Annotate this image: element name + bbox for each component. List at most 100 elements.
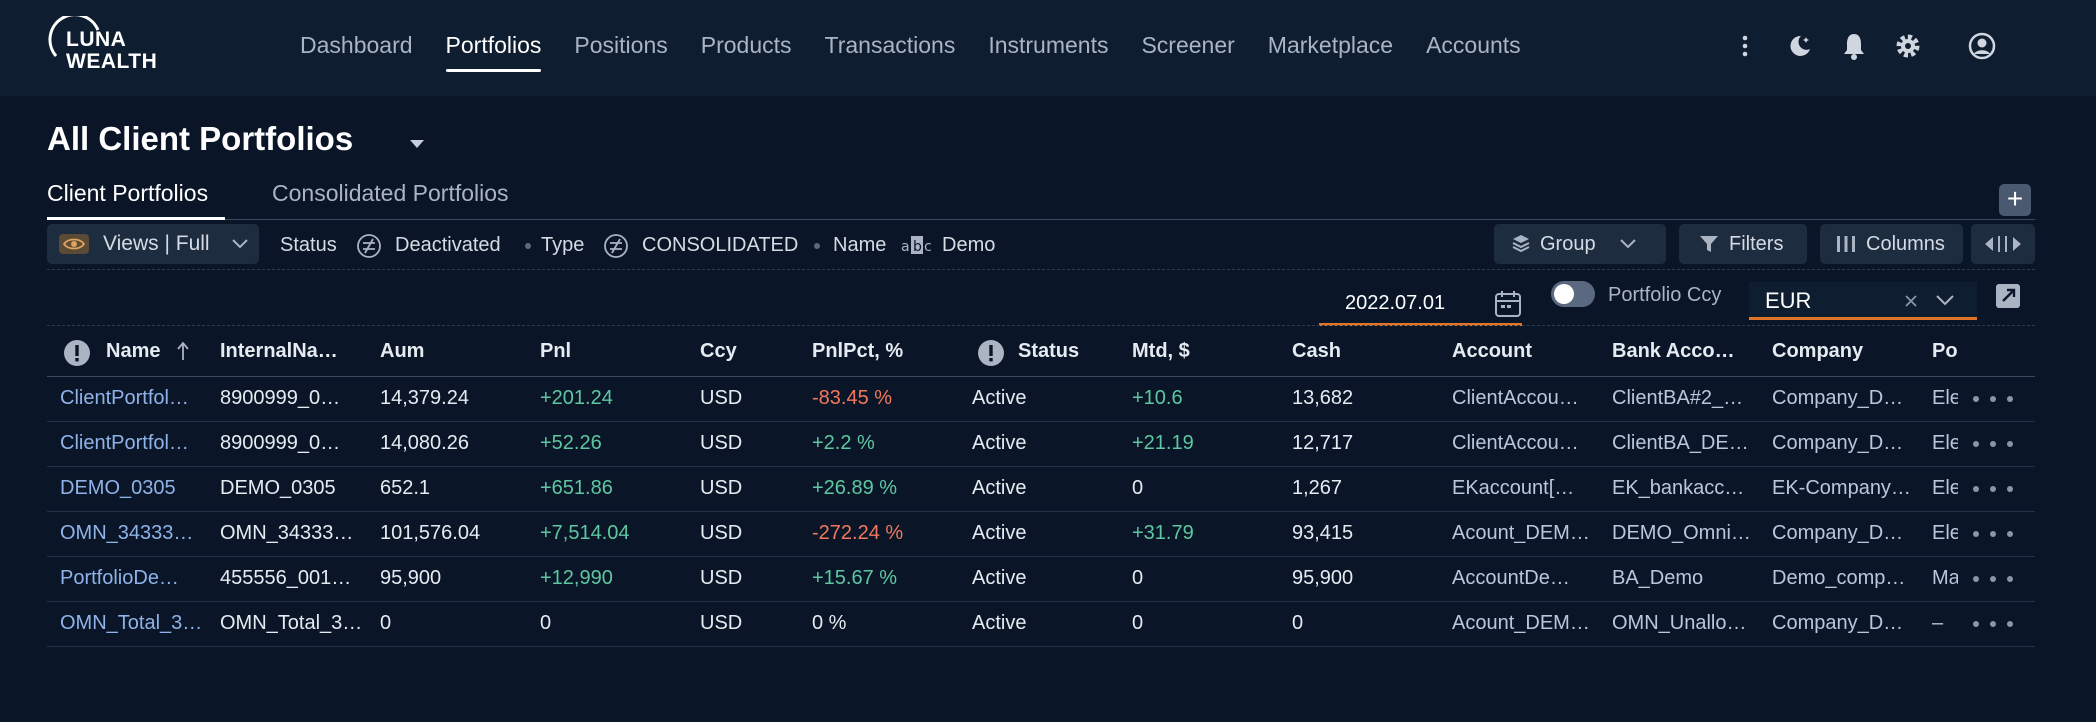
cell-company[interactable]: Demo_comp… [1772,567,1906,589]
cell-bank-account[interactable]: EK_bankacc… [1612,477,1745,499]
row-actions-icon[interactable] [1973,569,2013,589]
calendar-icon[interactable] [1494,290,1522,318]
col-mtd[interactable]: Mtd, $ [1132,340,1190,362]
filter-type-value[interactable]: CONSOLIDATED [642,234,799,256]
cell-company[interactable]: Company_D… [1772,387,1904,409]
bell-icon[interactable] [1834,26,1874,66]
cell-account[interactable]: Acount_DEM… [1452,612,1590,634]
title-dropdown-caret-icon[interactable] [410,140,424,148]
table-row[interactable]: ClientPortfol… 8900999_0… 14,379.24 +201… [47,377,2035,422]
group-dropdown[interactable]: Group [1494,224,1666,264]
export-icon[interactable] [1994,280,2024,312]
nav-screener[interactable]: Screener [1141,32,1235,58]
col-cash[interactable]: Cash [1292,340,1341,362]
views-dropdown[interactable]: Views | Full [47,224,259,264]
cell-account[interactable]: EKaccount[… [1452,477,1575,499]
nav-instruments[interactable]: Instruments [988,32,1109,58]
not-equal-icon[interactable] [356,233,382,259]
cell-pnl-pct: 0 % [812,612,847,634]
moon-star-icon[interactable] [1780,26,1820,66]
col-name[interactable]: Name [106,340,161,362]
table-row[interactable]: OMN_Total_3… OMN_Total_3… 0 0 USD 0 % Ac… [47,602,2035,647]
col-bank-account[interactable]: Bank Acco… [1612,340,1735,362]
col-company[interactable]: Company [1772,340,1864,362]
not-equal-icon[interactable] [603,233,629,259]
cell-company[interactable]: Company_D… [1772,612,1904,634]
cell-status: Active [972,387,1027,409]
group-label: Group [1540,232,1596,255]
toggle-knob [1554,284,1574,304]
nav-transactions[interactable]: Transactions [824,32,956,58]
cell-bank-account[interactable]: ClientBA#2_… [1612,387,1744,409]
col-internal-name[interactable]: InternalNa… [220,340,338,362]
nav-products[interactable]: Products [700,32,792,58]
filters-button[interactable]: Filters [1679,224,1807,264]
page-title: All Client Portfolios [47,120,354,157]
currency-select[interactable]: EUR [1749,282,1977,320]
row-actions-icon[interactable] [1973,434,2013,454]
tab-consolidated-portfolios[interactable]: Consolidated Portfolios [272,180,509,206]
filter-name-value[interactable]: Demo [942,234,996,256]
columns-button[interactable]: Columns [1820,224,1963,264]
cell-bank-account[interactable]: OMN_Unallo… [1612,612,1747,634]
filter-type-label: Type [541,234,585,256]
table-row[interactable]: ClientPortfol… 8900999_0… 14,080.26 +52.… [47,422,2035,467]
cell-bank-account[interactable]: ClientBA_DE… [1612,432,1749,454]
cell-bank-account[interactable]: DEMO_Omni… [1612,522,1751,544]
col-ccy[interactable]: Ccy [700,340,737,362]
tab-client-portfolios[interactable]: Client Portfolios [47,180,209,206]
cell-name[interactable]: OMN_34333… [60,522,194,544]
col-account[interactable]: Account [1452,340,1532,362]
cell-company[interactable]: Company_D… [1772,522,1904,544]
row-actions-icon[interactable] [1973,524,2013,544]
table-row[interactable]: PortfolioDe… 455556_001… 95,900 +12,990 … [47,557,2035,602]
sort-ascending-icon[interactable] [177,341,189,361]
nav-dashboard[interactable]: Dashboard [300,32,413,58]
nav-marketplace[interactable]: Marketplace [1267,32,1394,58]
col-pnl-pct[interactable]: PnlPct, % [812,340,904,362]
filter-status-value[interactable]: Deactivated [395,234,501,256]
row-actions-icon[interactable] [1973,479,2013,499]
clear-icon[interactable] [1904,294,1918,308]
cell-name[interactable]: OMN_Total_3… [60,612,200,634]
cell-bank-account[interactable]: BA_Demo [1612,567,1704,589]
row-actions-icon[interactable] [1973,614,2013,634]
cell-pnl: +52.26 [540,432,602,454]
portfolio-ccy-toggle[interactable] [1551,281,1595,307]
user-avatar-icon[interactable] [1962,26,2002,66]
row-actions-icon[interactable] [1973,389,2013,409]
col-pnl[interactable]: Pnl [540,340,572,362]
nav-accounts[interactable]: Accounts [1426,32,1521,58]
nav-portfolios[interactable]: Portfolios [445,0,541,96]
cell-name[interactable]: DEMO_0305 [60,477,176,499]
cell-pnl: +201.24 [540,387,613,409]
cell-pnl-pct: +15.67 % [812,567,898,589]
cell-name[interactable]: ClientPortfol… [60,432,189,454]
cell-internal-name: OMN_Total_3… [220,612,360,634]
cell-name[interactable]: PortfolioDe… [60,567,179,589]
cell-aum: 0 [380,612,392,634]
cell-company[interactable]: EK-Company… [1772,477,1911,499]
cell-status: Active [972,432,1027,454]
more-vertical-icon[interactable] [1725,26,1765,66]
table-row[interactable]: OMN_34333… OMN_34333… 101,576.04 +7,514.… [47,512,2035,557]
luna-wealth-logo[interactable]: LUNA WEALTH [46,16,176,78]
gear-icon[interactable] [1888,26,1928,66]
cell-company[interactable]: Company_D… [1772,432,1904,454]
nav-positions[interactable]: Positions [574,32,668,58]
scroll-columns-button[interactable] [1971,224,2035,264]
chevron-down-icon[interactable] [1936,295,1954,307]
cell-account[interactable]: Acount_DEM… [1452,522,1590,544]
col-po[interactable]: Po [1932,340,1958,362]
table-row[interactable]: DEMO_0305 DEMO_0305 652.1 +651.86 USD +2… [47,467,2035,512]
report-date-picker[interactable]: 2022.07.01 [1319,282,1522,326]
col-status[interactable]: Status [1018,340,1080,362]
cell-name[interactable]: ClientPortfol… [60,387,189,409]
add-button[interactable]: + [1999,184,2031,216]
cell-account[interactable]: ClientAccou… [1452,432,1579,454]
cell-account[interactable]: ClientAccou… [1452,387,1579,409]
cell-account[interactable]: AccountDe… [1452,567,1570,589]
col-aum[interactable]: Aum [380,340,425,362]
cell-mtd: 0 [1132,567,1144,589]
